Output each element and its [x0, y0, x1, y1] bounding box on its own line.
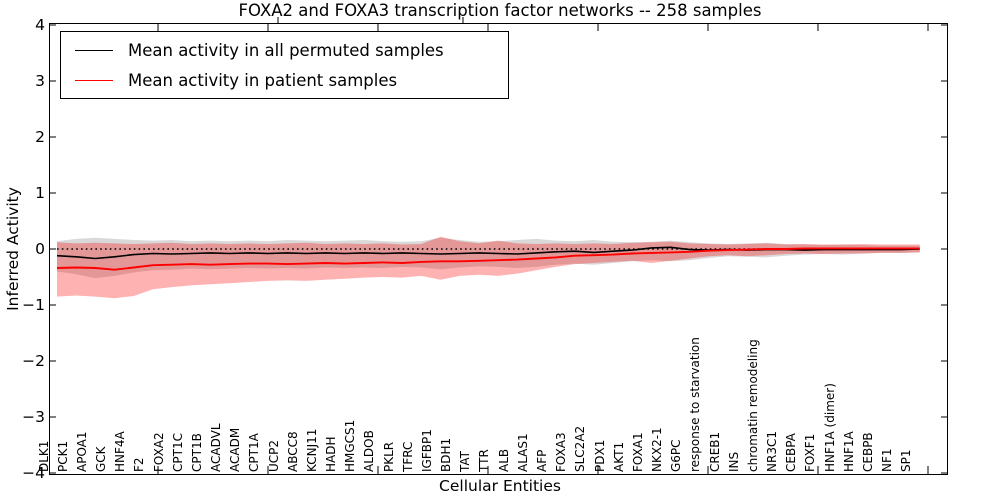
legend-line-swatch-patient	[75, 79, 113, 81]
x-category-label: PKLR	[381, 441, 396, 472]
x-category-label: TTR	[477, 449, 492, 472]
y-tick-label: 4	[35, 16, 45, 34]
x-category-label: SLC2A2	[573, 425, 588, 472]
x-category-label: SP1	[899, 449, 914, 473]
x-category-label: FOXA1	[630, 432, 645, 472]
legend-line-swatch-permuted	[75, 49, 113, 51]
x-category-label: CREB1	[707, 431, 722, 472]
x-category-label: F2	[132, 457, 147, 472]
legend: Mean activity in all permuted samples Me…	[60, 31, 509, 99]
x-category-label: PDX1	[592, 439, 607, 472]
x-category-label: UCP2	[266, 439, 281, 472]
y-tick-label: 1	[35, 184, 45, 202]
x-category-label: HADH	[324, 436, 339, 473]
y-tick-label: 3	[35, 72, 45, 90]
x-category-label: FOXF1	[803, 433, 818, 472]
x-category-label: GCK	[94, 446, 109, 472]
x-category-label: ACADVL	[209, 423, 224, 472]
x-category-label: ALAS1	[515, 433, 530, 472]
x-category-label: HNF1A (dimer)	[822, 383, 837, 472]
legend-entry-patient: Mean activity in patient samples	[75, 65, 508, 95]
x-category-label: NKX2-1	[650, 427, 665, 472]
x-category-label: CPT1C	[170, 433, 185, 472]
x-category-label: CEBPA	[784, 433, 799, 472]
x-category-label: ALDOB	[362, 430, 377, 472]
legend-entry-permuted: Mean activity in all permuted samples	[75, 35, 508, 65]
x-category-label: DLK1	[36, 440, 51, 472]
x-category-label: HMGCS1	[343, 419, 358, 472]
y-tick-label: 2	[35, 128, 45, 146]
x-category-label: TAT	[458, 450, 473, 472]
x-category-label: response to starvation	[688, 337, 703, 472]
x-category-label: NR3C1	[765, 431, 780, 472]
x-category-label: ALB	[496, 448, 511, 472]
x-category-label: G6PC	[669, 439, 684, 472]
y-tick-label: −4	[22, 464, 45, 482]
x-category-label: ABCC8	[285, 431, 300, 472]
x-axis-label: Cellular Entities	[439, 477, 561, 495]
patient-samples-spread-band	[57, 236, 920, 299]
chart-title: FOXA2 and FOXA3 transcription factor net…	[238, 1, 762, 20]
x-category-label: KCNJ11	[304, 428, 319, 472]
x-category-label: IGFBP1	[419, 429, 434, 472]
y-tick-label: −3	[22, 408, 45, 426]
x-category-label: CEBPB	[860, 432, 875, 472]
x-category-label: CPT1B	[189, 433, 204, 472]
x-category-label: HNF1A	[841, 431, 856, 472]
x-category-label: AKT1	[611, 441, 626, 472]
x-category-label: PCK1	[55, 440, 70, 472]
x-category-label: CPT1A	[247, 433, 262, 472]
legend-label-permuted: Mean activity in all permuted samples	[128, 40, 444, 60]
x-category-label: chromatin remodeling	[745, 339, 760, 472]
x-category-label: NF1	[880, 448, 895, 472]
y-tick-label: 0	[35, 240, 45, 258]
x-category-label: BDH1	[439, 437, 454, 472]
x-category-label: TFRC	[400, 441, 415, 472]
x-category-label: AFP	[534, 449, 549, 472]
x-category-label: INS	[726, 451, 741, 472]
legend-label-patient: Mean activity in patient samples	[128, 70, 398, 90]
permuted-samples-spread-band	[57, 237, 920, 279]
y-tick-label: −2	[22, 352, 45, 370]
y-tick-label: −1	[22, 296, 45, 314]
x-category-label: HNF4A	[113, 431, 128, 472]
x-category-label: FOXA2	[151, 432, 166, 472]
x-category-label: APOA1	[74, 431, 89, 472]
x-category-label: ACADM	[228, 427, 243, 472]
patient-mean-line	[56, 247, 920, 271]
x-category-label: FOXA3	[554, 432, 569, 472]
